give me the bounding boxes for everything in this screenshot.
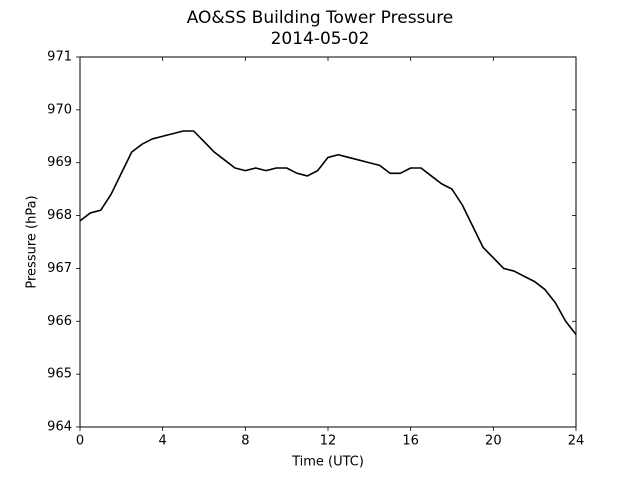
x-tick-label: 4: [159, 434, 167, 449]
line-series: [79, 130, 577, 335]
y-tick-label: 967: [47, 261, 72, 276]
plot-frame: [79, 56, 577, 428]
x-tick-label: 0: [76, 434, 84, 449]
x-tick-label: 24: [568, 434, 585, 449]
x-tick-label: 16: [402, 434, 419, 449]
x-tick-label: 20: [485, 434, 502, 449]
chart-title: AO&SS Building Tower Pressure: [187, 8, 454, 28]
y-axis-label: Pressure (hPa): [25, 195, 40, 288]
x-tick-label: 8: [241, 434, 249, 449]
y-tick-label: 969: [47, 155, 72, 170]
y-tick-label: 968: [47, 208, 72, 223]
y-tick-label: 971: [47, 50, 72, 65]
x-tick-label: 12: [320, 434, 337, 449]
y-tick-label: 970: [47, 102, 72, 117]
y-tick-label: 964: [47, 420, 72, 435]
chart-subtitle: 2014-05-02: [271, 29, 370, 49]
y-tick-label: 966: [47, 314, 72, 329]
x-axis-label: Time (UTC): [291, 455, 364, 470]
y-tick-label: 965: [47, 367, 72, 382]
